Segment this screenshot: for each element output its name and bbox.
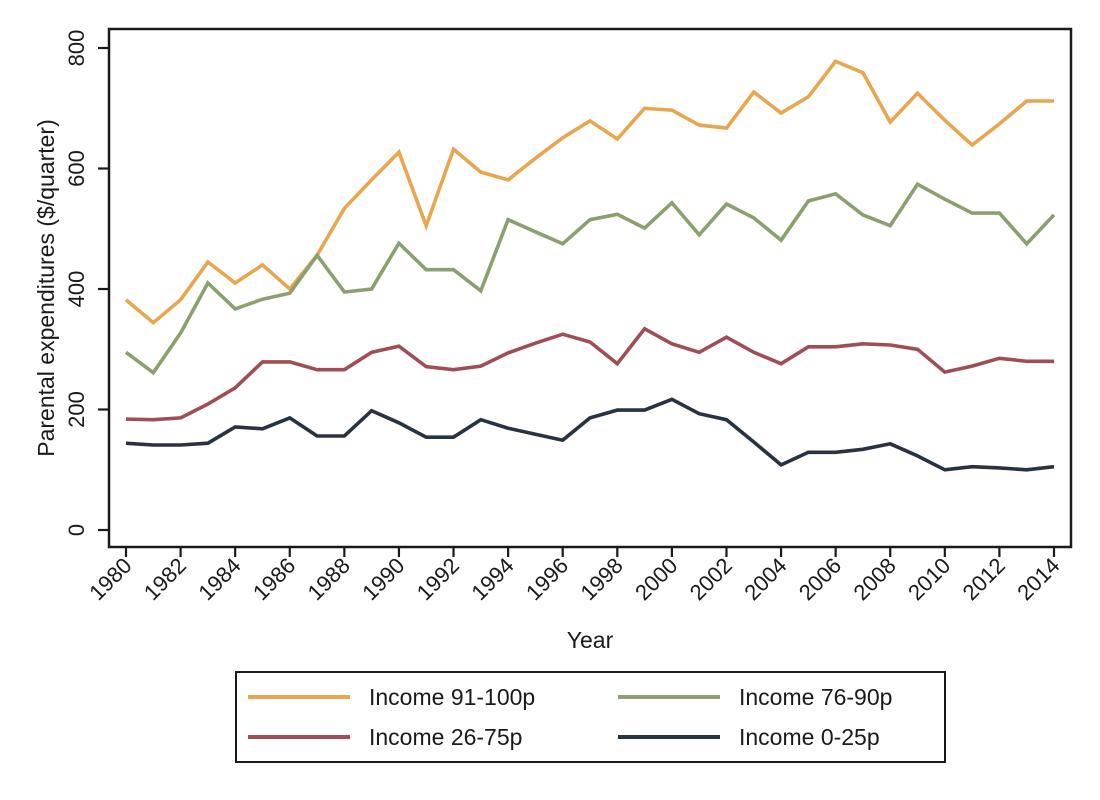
- x-tick-label: 1982: [139, 553, 191, 605]
- series-line-income-76-90p: [124, 181, 1056, 376]
- plot-frame: [107, 27, 1073, 549]
- y-tick-label: 400: [64, 271, 89, 308]
- x-tick-label: 1998: [576, 553, 628, 605]
- x-tick-label: 1984: [193, 553, 245, 605]
- y-tick-label: 800: [64, 30, 89, 67]
- legend-label: Income 0-25p: [739, 724, 880, 750]
- x-tick-label: 1992: [412, 553, 464, 605]
- y-tick-label: 200: [64, 391, 89, 428]
- x-tick-label: 2010: [903, 553, 955, 605]
- x-tick-label: 2014: [1012, 553, 1064, 605]
- series-lines: [124, 59, 1056, 472]
- series-line-income-0-25p: [125, 397, 1055, 472]
- x-tick-label: 1980: [84, 553, 136, 605]
- x-tick-label: 2004: [739, 553, 791, 605]
- legend-label: Income 26-75p: [369, 724, 522, 750]
- x-tick-label: 2000: [630, 553, 682, 605]
- x-tick-label: 2006: [794, 553, 846, 605]
- x-tick-label: 1990: [357, 553, 409, 605]
- series-line-income-26-75p: [125, 326, 1054, 422]
- legend-box: [235, 671, 946, 763]
- y-axis: 0 200 400 600 800: [64, 30, 109, 536]
- legend: Income 91-100p Income 76-90p Income 26-75p…: [235, 671, 946, 763]
- x-tick-label: 1994: [466, 553, 518, 605]
- legend-label: Income 91-100p: [369, 684, 535, 710]
- y-tick-label: 0: [64, 524, 89, 536]
- legend-label: Income 76-90p: [739, 684, 892, 710]
- x-tick-label: 2012: [958, 553, 1010, 605]
- x-tick-label: 2008: [848, 553, 900, 605]
- x-tick-label: 1996: [521, 553, 573, 605]
- y-tick-label: 600: [64, 150, 89, 187]
- y-axis-title: Parental expenditures ($/quarter): [33, 119, 59, 457]
- x-tick-label: 2002: [685, 553, 737, 605]
- x-tick-label: 1986: [248, 553, 300, 605]
- x-tick-label: 1988: [303, 553, 355, 605]
- x-axis: 1980 1982 1984 1986 1988 1990 1992 1994 1996 1998…: [84, 547, 1065, 605]
- x-axis-title: Year: [567, 627, 614, 653]
